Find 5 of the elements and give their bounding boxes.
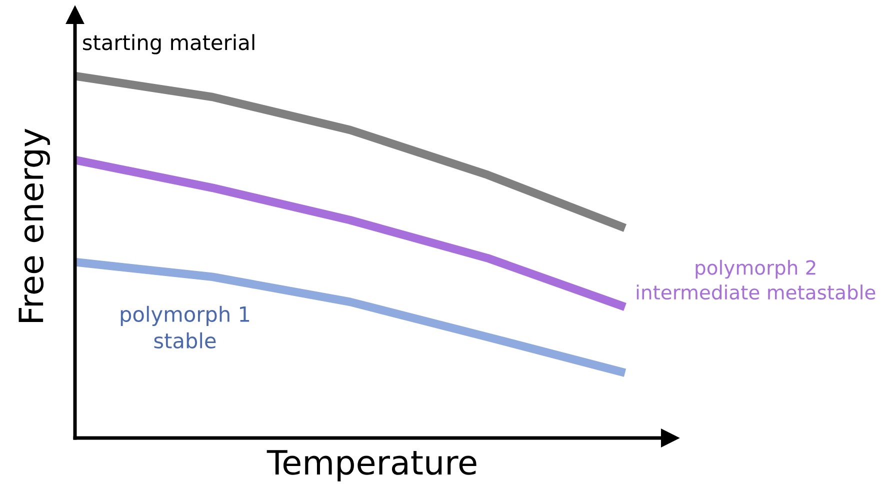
- x-axis-title: Temperature: [266, 450, 476, 482]
- series-label: starting material: [83, 34, 254, 54]
- y-axis-title: Free energy: [18, 128, 50, 322]
- series-label: polymorph 1 stable: [120, 306, 250, 348]
- series-label: polymorph 2 intermediate metastable: [636, 260, 876, 300]
